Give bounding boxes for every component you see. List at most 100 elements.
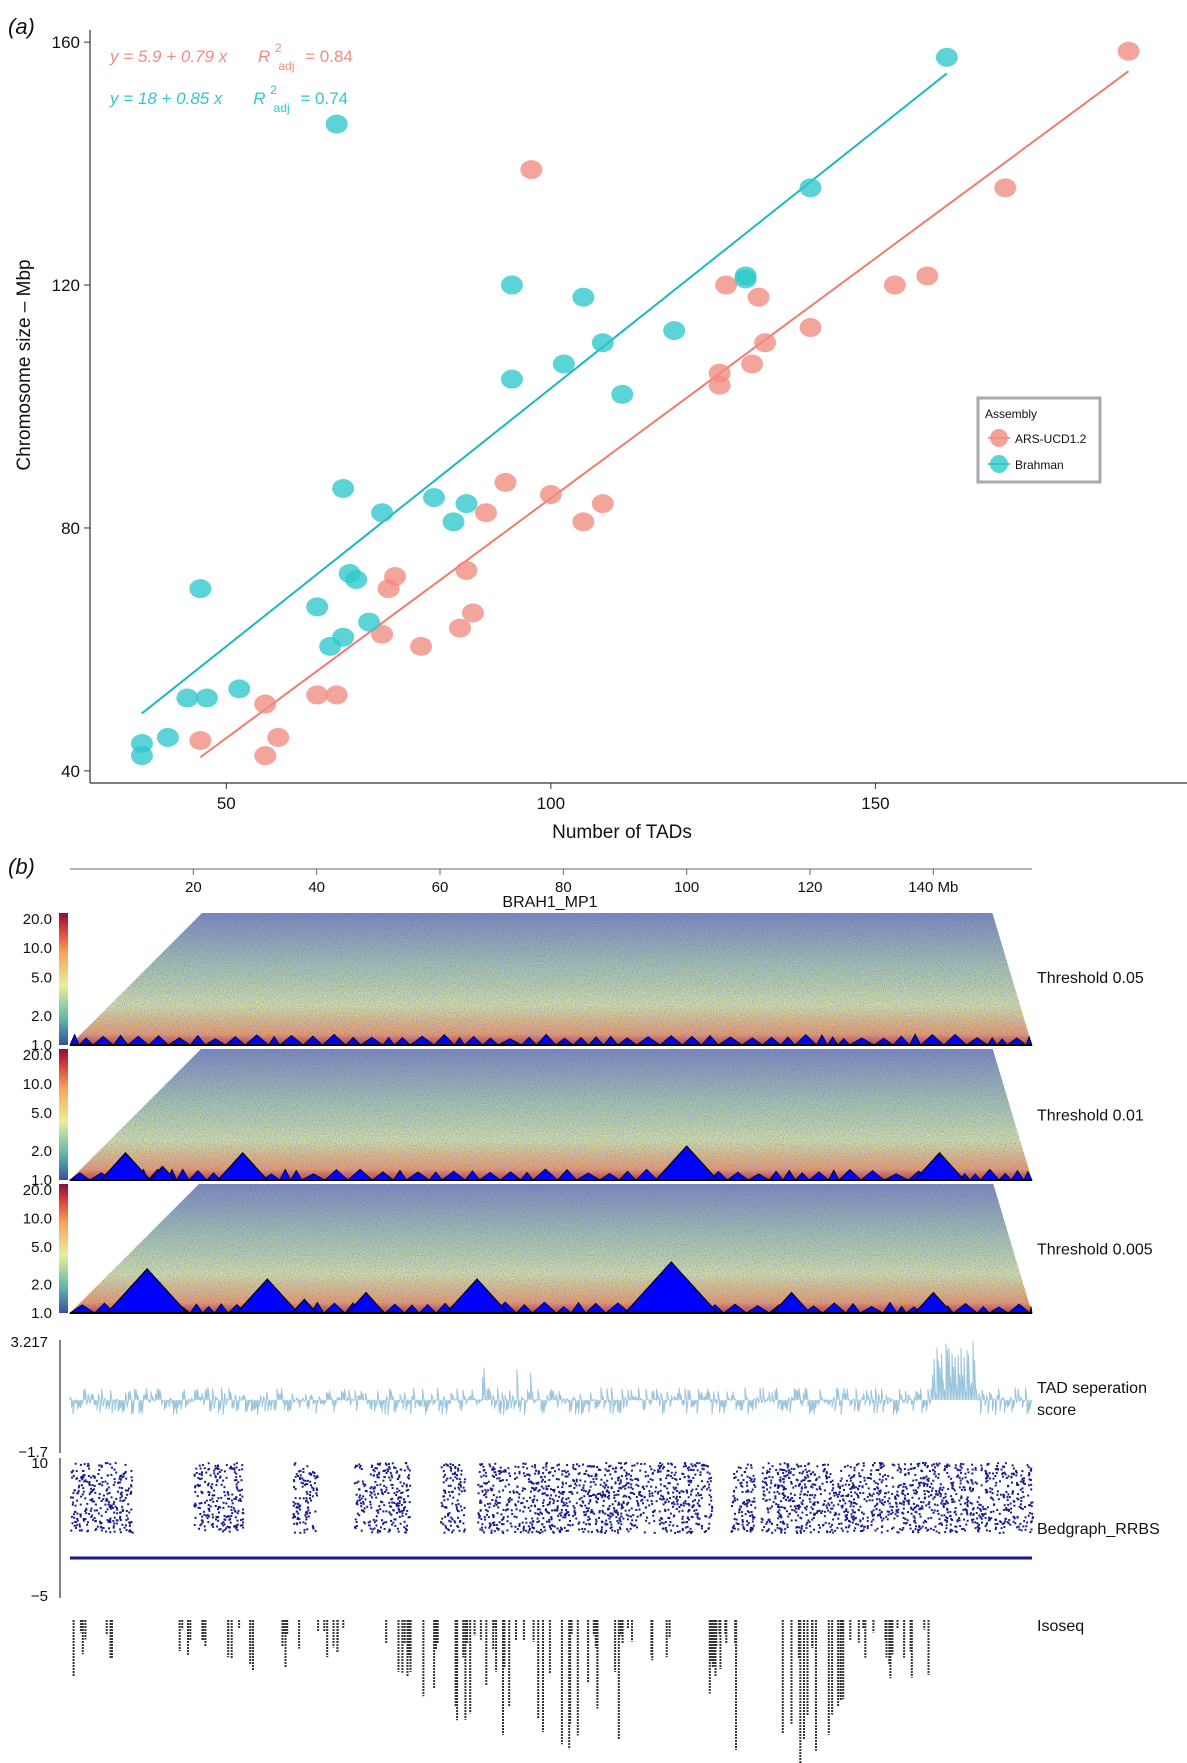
rrbs-dot bbox=[239, 1493, 242, 1496]
tad-separation-track: 3.217 −1.7 TAD seperation score bbox=[10, 1334, 1147, 1461]
rrbs-dot bbox=[585, 1510, 588, 1513]
rrbs-dot bbox=[935, 1530, 938, 1533]
rrbs-dot bbox=[573, 1487, 576, 1489]
rrbs-dot bbox=[193, 1524, 196, 1526]
rrbs-dot bbox=[966, 1503, 969, 1506]
rrbs-dot bbox=[830, 1501, 833, 1504]
rrbs-dot bbox=[1028, 1504, 1030, 1507]
rrbs-dot bbox=[490, 1529, 493, 1532]
rrbs-dot bbox=[978, 1527, 981, 1530]
colorbar-tick-label: 10.0 bbox=[23, 1210, 52, 1227]
rrbs-dot bbox=[935, 1462, 938, 1465]
rrbs-dot bbox=[924, 1526, 927, 1529]
rrbs-dot bbox=[963, 1518, 966, 1521]
rrbs-dot bbox=[945, 1516, 948, 1519]
rrbs-dot bbox=[900, 1468, 903, 1471]
rrbs-dot bbox=[553, 1488, 556, 1491]
rrbs-dot bbox=[843, 1510, 846, 1513]
rrbs-dot bbox=[771, 1531, 774, 1534]
rrbs-dot bbox=[198, 1464, 201, 1467]
rrbs-dot bbox=[662, 1498, 665, 1501]
rrbs-dot bbox=[748, 1476, 751, 1479]
rrbs-dot bbox=[784, 1475, 787, 1478]
rrbs-dot bbox=[985, 1529, 988, 1532]
rrbs-dot bbox=[495, 1503, 498, 1506]
rrbs-dot bbox=[565, 1498, 568, 1501]
rrbs-dot bbox=[361, 1480, 364, 1483]
rrbs-dot bbox=[813, 1502, 816, 1505]
rrbs-dot bbox=[781, 1492, 784, 1495]
rrbs-dot bbox=[681, 1527, 684, 1530]
rrbs-dot bbox=[566, 1470, 569, 1473]
rrbs-dot bbox=[866, 1476, 869, 1479]
rrbs-dot bbox=[962, 1463, 965, 1466]
rrbs-dot bbox=[741, 1491, 744, 1493]
hic-heatmap bbox=[70, 1049, 1032, 1180]
rrbs-dot bbox=[293, 1480, 296, 1483]
rrbs-dot bbox=[989, 1511, 992, 1514]
rrbs-dot bbox=[762, 1497, 765, 1500]
rrbs-dot bbox=[391, 1523, 393, 1526]
rrbs-dot bbox=[750, 1478, 753, 1481]
rrbs-dot bbox=[1001, 1475, 1004, 1478]
rrbs-dot bbox=[672, 1515, 675, 1518]
rrbs-dot bbox=[463, 1489, 466, 1492]
rrbs-dot bbox=[1028, 1473, 1031, 1476]
rrbs-dot bbox=[550, 1516, 553, 1518]
rrbs-dot bbox=[902, 1516, 905, 1519]
rrbs-dot bbox=[537, 1481, 540, 1484]
rrbs-dot bbox=[614, 1500, 617, 1503]
rrbs-dot bbox=[972, 1507, 975, 1510]
rrbs-dot bbox=[295, 1505, 298, 1508]
rrbs-dot bbox=[99, 1522, 102, 1525]
rrbs-dot bbox=[378, 1505, 381, 1508]
rrbs-dot bbox=[560, 1508, 563, 1511]
rrbs-dot bbox=[373, 1527, 376, 1530]
rrbs-dot bbox=[804, 1493, 806, 1496]
rrbs-dot bbox=[1023, 1477, 1025, 1480]
rrbs-dot bbox=[354, 1518, 357, 1521]
rrbs-dot bbox=[622, 1517, 625, 1520]
rrbs-dot bbox=[637, 1503, 640, 1506]
rrbs-dot bbox=[815, 1479, 818, 1481]
rrbs-dot bbox=[745, 1467, 748, 1470]
rrbs-dot bbox=[613, 1491, 615, 1494]
rrbs-dot bbox=[82, 1474, 85, 1477]
rrbs-dot bbox=[907, 1472, 910, 1474]
rrbs-dot bbox=[523, 1475, 526, 1478]
rrbs-dot bbox=[130, 1530, 133, 1533]
rrbs-dot bbox=[707, 1465, 709, 1468]
rrbs-dot bbox=[131, 1531, 134, 1534]
rrbs-dot bbox=[236, 1523, 239, 1526]
rrbs-dot bbox=[946, 1519, 948, 1522]
rrbs-dot bbox=[945, 1524, 948, 1527]
rrbs-dot bbox=[566, 1464, 569, 1466]
rrbs-dot bbox=[567, 1529, 570, 1532]
rrbs-dot bbox=[612, 1467, 614, 1470]
rrbs-dot bbox=[657, 1492, 659, 1495]
rrbs-dot bbox=[444, 1473, 447, 1476]
rrbs-dot bbox=[443, 1495, 446, 1498]
rrbs-dot bbox=[1030, 1479, 1032, 1481]
rrbs-dot bbox=[896, 1469, 899, 1472]
rrbs-dot bbox=[850, 1516, 853, 1518]
rrbs-dot bbox=[917, 1486, 920, 1489]
rrbs-dot bbox=[985, 1477, 987, 1480]
rrbs-dot bbox=[216, 1525, 219, 1528]
colorbar-tick-label: 5.0 bbox=[31, 1239, 52, 1256]
rrbs-dot bbox=[395, 1503, 398, 1506]
rrbs-dot bbox=[495, 1473, 497, 1476]
rrbs-dot bbox=[623, 1462, 626, 1465]
rrbs-dot bbox=[933, 1473, 936, 1476]
rrbs-dot bbox=[611, 1512, 614, 1515]
rrbs-dot bbox=[651, 1492, 654, 1495]
rrbs-dot bbox=[71, 1476, 74, 1479]
rrbs-dot bbox=[100, 1476, 103, 1479]
rrbs-dot bbox=[670, 1471, 673, 1474]
rrbs-dot bbox=[457, 1467, 460, 1470]
rrbs-dot bbox=[838, 1513, 841, 1516]
rrbs-dot bbox=[509, 1522, 512, 1525]
rrbs-dot bbox=[936, 1510, 939, 1512]
rrbs-dot bbox=[845, 1494, 848, 1497]
rrbs-dot bbox=[389, 1512, 392, 1515]
